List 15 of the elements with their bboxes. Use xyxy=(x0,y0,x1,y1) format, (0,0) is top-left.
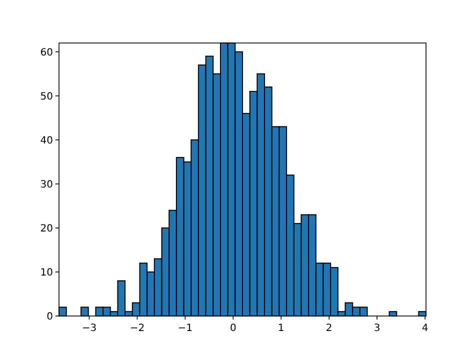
x-tick-label: 2 xyxy=(326,323,332,334)
y-tick-label: 50 xyxy=(40,91,53,102)
y-tick-label: 0 xyxy=(46,312,53,322)
x-tick-label: 3 xyxy=(374,323,380,334)
x-tick-label: 4 xyxy=(422,323,428,334)
x-tick-label: 1 xyxy=(278,323,284,334)
y-tick-label: 30 xyxy=(40,179,53,190)
y-tick-label: 40 xyxy=(40,135,53,146)
x-tick-label: 0 xyxy=(230,323,236,334)
x-tick-label: −3 xyxy=(82,323,97,334)
y-tick-label: 20 xyxy=(40,223,53,234)
x-tick-label: −1 xyxy=(178,323,193,334)
y-tick-label: 10 xyxy=(40,267,53,278)
y-tick-label: 60 xyxy=(40,47,53,58)
x-tick-label: −2 xyxy=(130,323,145,334)
